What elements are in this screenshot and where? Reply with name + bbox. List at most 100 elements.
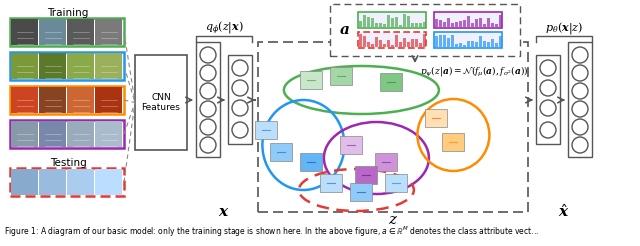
Bar (479, 18, 481, 27)
Bar (451, 23, 454, 27)
Bar (376, 153, 397, 171)
Text: $q_\phi(z|\boldsymbol{x})$: $q_\phi(z|\boldsymbol{x})$ (205, 20, 243, 36)
Bar (39, 121, 66, 147)
Bar (378, 40, 381, 47)
Circle shape (200, 47, 216, 63)
Bar (67, 169, 94, 195)
Bar (11, 121, 38, 147)
Bar (67, 19, 94, 45)
Bar (451, 35, 454, 47)
Bar (467, 41, 470, 47)
Bar (383, 44, 385, 47)
Bar (483, 25, 486, 27)
Bar (426, 109, 447, 127)
Bar (447, 38, 449, 47)
Text: Testing: Testing (50, 158, 86, 168)
Bar (474, 42, 477, 47)
Bar (422, 34, 426, 47)
Bar (435, 36, 438, 47)
Circle shape (232, 100, 248, 116)
FancyBboxPatch shape (196, 42, 220, 157)
Bar (422, 22, 426, 27)
Bar (39, 169, 66, 195)
Bar (470, 41, 474, 47)
Bar (495, 44, 497, 47)
Bar (255, 121, 277, 139)
Bar (10, 18, 124, 46)
Bar (490, 23, 493, 27)
Bar (95, 53, 122, 79)
Bar (438, 20, 442, 27)
Circle shape (232, 60, 248, 76)
Text: $\boldsymbol{a}$: $\boldsymbol{a}$ (339, 22, 349, 37)
Bar (499, 36, 502, 47)
Bar (385, 174, 408, 192)
Bar (355, 166, 378, 184)
Circle shape (540, 60, 556, 76)
Bar (390, 18, 394, 27)
Bar (39, 87, 66, 113)
Bar (410, 39, 413, 47)
Bar (438, 35, 442, 47)
Bar (390, 45, 394, 47)
Bar (458, 21, 461, 27)
Bar (358, 34, 362, 47)
FancyBboxPatch shape (568, 42, 592, 157)
Circle shape (572, 101, 588, 117)
Bar (11, 169, 38, 195)
Bar (463, 45, 465, 47)
Bar (486, 18, 490, 27)
Bar (399, 42, 401, 47)
Bar (415, 23, 417, 27)
Bar (95, 19, 122, 45)
Bar (367, 17, 369, 27)
Circle shape (540, 100, 556, 116)
Bar (330, 67, 353, 85)
Bar (378, 23, 381, 27)
Bar (358, 21, 362, 27)
Bar (490, 39, 493, 47)
Bar (67, 87, 94, 113)
Circle shape (572, 119, 588, 135)
Circle shape (200, 65, 216, 81)
Text: Training: Training (47, 8, 89, 18)
Bar (39, 53, 66, 79)
Bar (470, 23, 474, 27)
Bar (434, 12, 502, 28)
Bar (387, 40, 390, 47)
Bar (11, 87, 38, 113)
Bar (300, 153, 323, 171)
Circle shape (540, 122, 556, 138)
Bar (362, 36, 365, 47)
Bar (10, 86, 124, 114)
Bar (399, 25, 401, 27)
Circle shape (572, 65, 588, 81)
Bar (479, 36, 481, 47)
FancyBboxPatch shape (536, 55, 560, 144)
Circle shape (200, 137, 216, 153)
Bar (10, 168, 124, 196)
Bar (10, 120, 124, 148)
Bar (447, 18, 449, 27)
Circle shape (200, 83, 216, 99)
Bar (371, 44, 374, 47)
Bar (435, 19, 438, 27)
Bar (10, 52, 124, 80)
Bar (321, 174, 342, 192)
Bar (474, 19, 477, 27)
Bar (95, 169, 122, 195)
Text: $p_\theta(\boldsymbol{x}|z)$: $p_\theta(\boldsymbol{x}|z)$ (545, 20, 583, 36)
Text: $\hat{\boldsymbol{x}}$: $\hat{\boldsymbol{x}}$ (558, 203, 570, 220)
Bar (463, 20, 465, 27)
Bar (434, 32, 502, 48)
Bar (394, 35, 397, 47)
Bar (367, 42, 369, 47)
Bar (351, 183, 372, 201)
Bar (442, 22, 445, 27)
Bar (483, 41, 486, 47)
Bar (67, 121, 94, 147)
Bar (358, 32, 426, 48)
Bar (499, 15, 502, 27)
Bar (95, 87, 122, 113)
FancyBboxPatch shape (135, 55, 187, 150)
